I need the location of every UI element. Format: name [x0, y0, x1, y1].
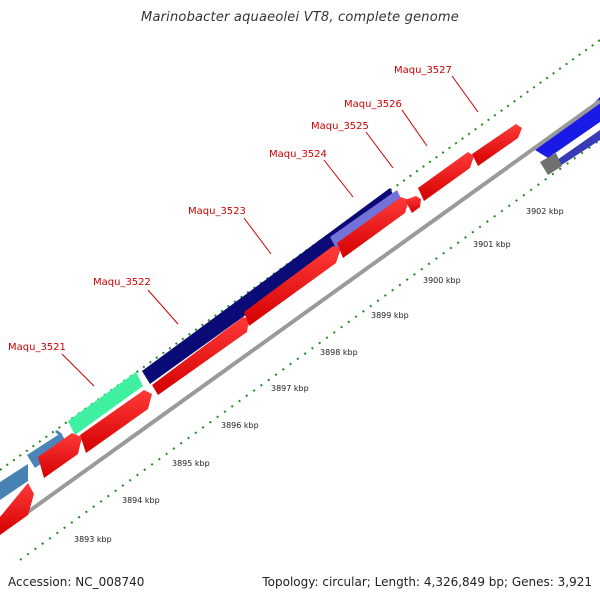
scale-label-3895: 3895 kbp: [172, 459, 210, 468]
gene-label-maqu-3521: Maqu_3521: [8, 342, 66, 353]
scale-label-3900: 3900 kbp: [423, 276, 461, 285]
gene-label-maqu-3523: Maqu_3523: [188, 206, 246, 217]
gene-label-maqu-3522: Maqu_3522: [93, 277, 151, 288]
map-title: Marinobacter aquaeolei VT8, complete gen…: [141, 10, 459, 25]
leader-maqu-3524: [323, 159, 354, 198]
accession-text: Accession: NC_008740: [8, 575, 145, 589]
scale-label-3894: 3894 kbp: [122, 496, 160, 505]
scale-label-3897: 3897 kbp: [271, 384, 309, 393]
scale-label-3901: 3901 kbp: [473, 240, 511, 249]
leader-maqu-3522: [147, 289, 179, 325]
gene-forward-6: [337, 197, 409, 258]
gene-reverse-steel-3: [55, 430, 62, 436]
inner-scale-ring: [19, 139, 600, 561]
gene-reverse-blue-2: [557, 130, 600, 166]
gene-forward-5: [244, 246, 341, 326]
gene-label-maqu-3525: Maqu_3525: [311, 121, 369, 132]
gene-forward-1: [0, 483, 34, 535]
gene-unknown-grey: [540, 153, 562, 175]
genome-backbone: [0, 99, 600, 534]
gene-label-maqu-3527: Maqu_3527: [394, 65, 452, 76]
gene-reverse-steel-1: [0, 464, 28, 500]
gene-forward-8: [418, 152, 474, 201]
leader-maqu-3526: [401, 109, 428, 147]
leader-maqu-3527: [451, 75, 479, 113]
gene-forward-2: [38, 433, 82, 478]
gene-label-maqu-3524: Maqu_3524: [269, 149, 327, 160]
gene-forward-7: [405, 196, 421, 213]
topology-text: Topology: circular; Length: 4,326,849 bp…: [262, 575, 592, 589]
scale-label-3893: 3893 kbp: [74, 535, 112, 544]
gene-reverse-mint: [68, 372, 143, 435]
scale-label-3898: 3898 kbp: [320, 348, 358, 357]
leader-maqu-3521: [61, 353, 95, 387]
scale-label-3896: 3896 kbp: [221, 421, 259, 430]
scale-label-3899: 3899 kbp: [371, 311, 409, 320]
gene-forward-3: [80, 390, 152, 453]
leader-maqu-3523: [243, 217, 272, 255]
gene-forward-4: [152, 317, 249, 395]
gene-forward-9: [472, 124, 522, 166]
leader-maqu-3525: [365, 131, 394, 169]
gene-label-maqu-3526: Maqu_3526: [344, 99, 402, 110]
scale-label-3902: 3902 kbp: [526, 207, 564, 216]
